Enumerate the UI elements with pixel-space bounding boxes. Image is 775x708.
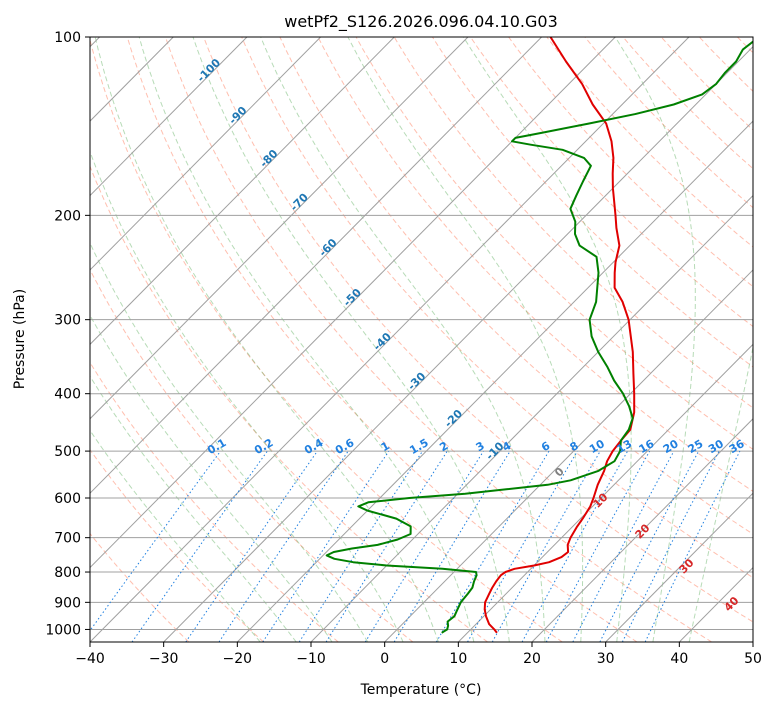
y-tick-label: 400 [54,387,81,403]
moist-adiabat-line [192,37,510,642]
isotherm-line [90,37,542,494]
isotherm-line [310,194,753,642]
x-tick-label: 10 [449,651,467,667]
x-axis-title: Temperature (°C) [360,682,482,698]
y-tick-label: 100 [54,30,81,46]
profile-lines [325,37,753,634]
dry-adiabat-line [355,37,753,450]
moist-adiabat-line [347,37,584,642]
y-tick-label: 600 [54,491,81,507]
y-tick-label: 1000 [45,622,81,638]
dry-adiabat-line [90,164,488,642]
x-tick-label: 20 [523,651,541,667]
x-tick-label: 0 [380,651,389,667]
x-tick-label: −20 [223,651,253,667]
chart-title: wetPf2_S126.2026.096.04.10.G03 [284,12,558,32]
y-tick-label: 200 [54,208,81,224]
x-tick-label: −30 [149,651,179,667]
y-axis-ticks: 100 200 300 400 500 600 700 800 900 1000 [45,30,90,638]
x-axis-ticks: −40 −30 −20 −10 0 10 20 30 40 50 [75,642,762,667]
moist-adiabat-line [94,37,439,642]
y-tick-label: 800 [54,565,81,581]
y-axis-title: Pressure (hPa) [12,289,28,389]
moist-adiabat-line [90,375,297,642]
mixing-ratio-line [521,450,629,642]
dry-adiabat-line [90,532,190,642]
dry-adiabat-line [126,37,638,642]
dewpoint-profile-line [325,40,753,634]
dry-adiabat-line [90,268,414,642]
isotherm-line [90,37,248,197]
background-lines [90,37,753,642]
moist-adiabat-line [90,314,333,642]
mixing-ratio-line [393,450,511,642]
isotherm-line [384,269,753,642]
isotherm-line [605,492,753,642]
mixing-ratio-line [262,450,390,642]
isotherm-line [457,343,753,642]
moist-adiabat-line [90,429,261,642]
dry-adiabat-line [203,37,753,623]
dry-adiabat-line [431,37,753,368]
x-tick-label: −10 [296,651,326,667]
x-tick-label: 40 [670,651,688,667]
mixing-ratio-line [545,450,651,642]
isotherm-line [90,37,395,346]
moist-adiabat-line [90,150,404,642]
dry-adiabat-line [317,37,753,492]
isotherm-line [531,418,753,642]
mixing-ratio-line [572,450,675,642]
moist-adiabat-line [462,37,632,642]
y-tick-label: 500 [54,444,81,460]
isotherm-line [90,37,469,420]
x-tick-label: −40 [75,651,105,667]
x-tick-label: 30 [597,651,615,667]
mixing-ratio-line [131,450,268,642]
mixing-ratio-line [218,450,349,642]
y-tick-label: 700 [54,531,81,547]
mixing-ratio-line [491,450,601,642]
y-tick-label: 300 [54,313,81,329]
temperature-profile-line [483,37,636,634]
dry-adiabat-line [470,37,753,328]
mixing-ratio-line [185,450,318,642]
mixing-ratio-line [298,450,423,642]
moist-adiabat-line [614,37,696,642]
x-tick-label: 50 [744,651,762,667]
dry-adiabat-line [165,37,712,642]
plot-frame [89,36,754,643]
mixing-ratio-line [644,450,741,642]
isotherm-line [90,37,321,271]
mixing-ratio-line [621,450,720,642]
dry-adiabat-line [279,37,753,535]
y-tick-label: 900 [54,595,81,611]
isotherm-line [236,120,753,642]
mixing-ratio-line [90,450,221,632]
isotherm-line [163,46,753,642]
isotherm-line [90,37,690,642]
moist-adiabat-line [688,344,753,642]
moist-adiabat-line [90,241,369,642]
